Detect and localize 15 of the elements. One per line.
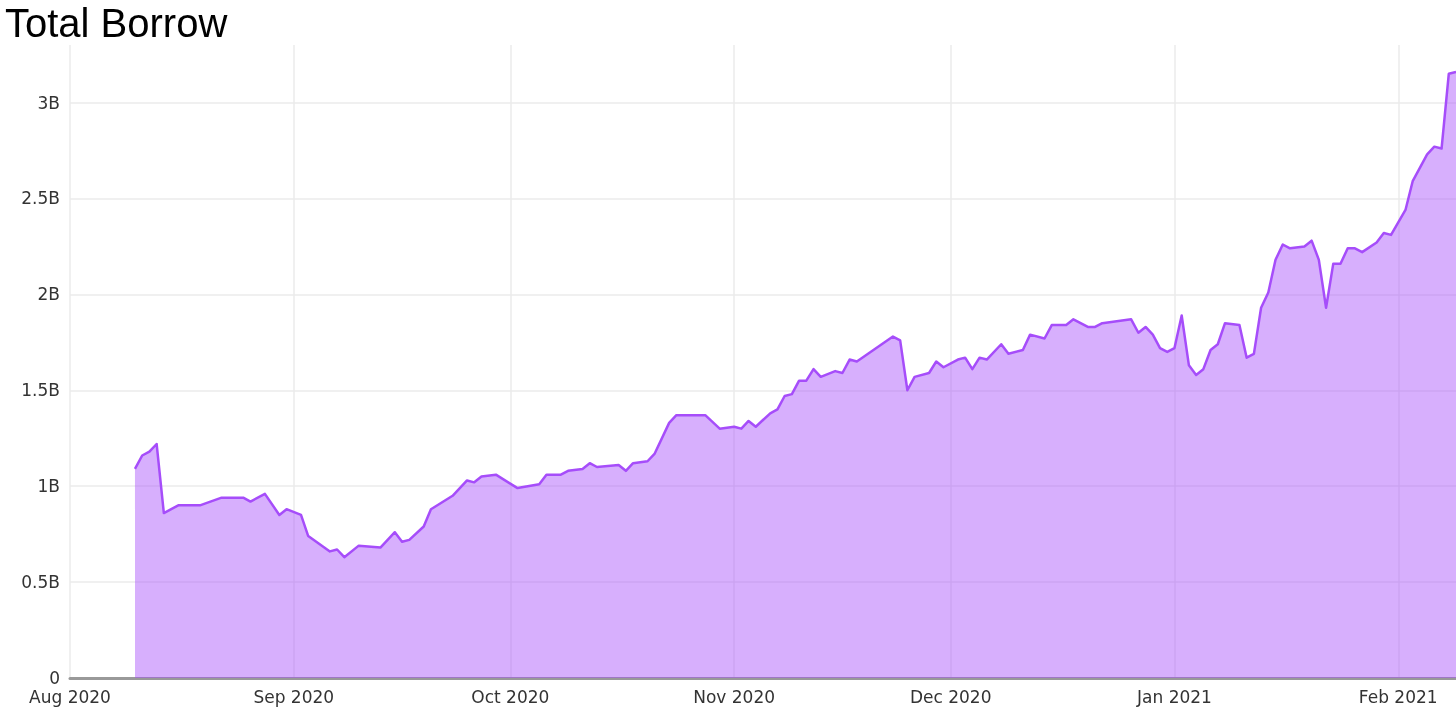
y-tick-label: 1B — [37, 476, 60, 497]
y-tick-label: 3B — [37, 92, 60, 113]
chart-title: Total Borrow — [5, 1, 228, 45]
x-tick-label: Feb 2021 — [1358, 686, 1438, 707]
y-tick-label: 0.5B — [21, 572, 60, 593]
y-tick-label: 2.5B — [21, 188, 60, 209]
y-tick-label: 0 — [49, 668, 60, 688]
x-tick-label: Aug 2020 — [29, 686, 111, 707]
y-tick-label: 2B — [37, 284, 60, 305]
x-tick-label: Jan 2021 — [1136, 686, 1212, 707]
y-tick-label: 1.5B — [21, 380, 60, 401]
x-tick-label: Oct 2020 — [471, 686, 550, 707]
x-tick-label: Sep 2020 — [253, 686, 335, 707]
x-tick-label: Dec 2020 — [909, 686, 992, 707]
x-tick-label: Nov 2020 — [693, 686, 776, 707]
